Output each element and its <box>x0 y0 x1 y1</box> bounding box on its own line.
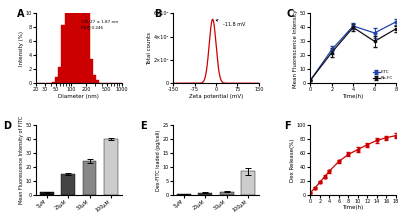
Y-axis label: Mean Fluorescence Intensity of FITC: Mean Fluorescence Intensity of FITC <box>19 116 24 204</box>
Y-axis label: Dex-FITC loaded (pg/cell): Dex-FITC loaded (pg/cell) <box>156 129 161 191</box>
Bar <box>241 171 255 195</box>
Text: B: B <box>154 9 162 19</box>
Text: 125.27 ± 1.87 nm
PDI： 0.246: 125.27 ± 1.87 nm PDI： 0.246 <box>80 20 118 30</box>
Bar <box>55 77 58 83</box>
Bar <box>198 193 212 195</box>
Bar <box>90 59 93 83</box>
Bar <box>77 0 80 83</box>
Bar <box>177 194 191 195</box>
Legend: FITC, Rb-FC: FITC, Rb-FC <box>372 69 394 81</box>
Text: -11.8 mV: -11.8 mV <box>216 20 245 27</box>
X-axis label: Time(h): Time(h) <box>342 94 364 99</box>
Bar <box>71 0 74 83</box>
Bar <box>40 192 54 195</box>
Y-axis label: Total counts: Total counts <box>147 32 152 65</box>
Text: D: D <box>4 121 12 131</box>
Bar <box>104 139 118 195</box>
Bar <box>64 0 68 83</box>
Bar <box>82 161 96 195</box>
Bar <box>220 192 234 195</box>
Text: A: A <box>17 9 25 19</box>
Bar <box>87 11 90 83</box>
Bar <box>84 0 87 83</box>
Bar <box>74 0 77 83</box>
Bar <box>68 0 71 83</box>
X-axis label: Diameter (nm): Diameter (nm) <box>58 94 99 99</box>
Y-axis label: Intensity (%): Intensity (%) <box>19 31 24 66</box>
Bar <box>58 67 61 83</box>
X-axis label: Time(h): Time(h) <box>342 205 364 210</box>
Bar <box>93 75 96 83</box>
Text: F: F <box>284 121 291 131</box>
Bar <box>96 80 100 83</box>
Bar <box>80 0 84 83</box>
Bar <box>61 174 75 195</box>
Y-axis label: Dex Release(%): Dex Release(%) <box>290 138 295 182</box>
X-axis label: Zeta potential (mV): Zeta potential (mV) <box>189 94 243 99</box>
Bar <box>52 82 55 83</box>
Bar <box>61 26 64 83</box>
Y-axis label: Mean Fluorescence Intensity: Mean Fluorescence Intensity <box>294 9 298 88</box>
Text: E: E <box>140 121 147 131</box>
Text: C: C <box>286 9 294 19</box>
